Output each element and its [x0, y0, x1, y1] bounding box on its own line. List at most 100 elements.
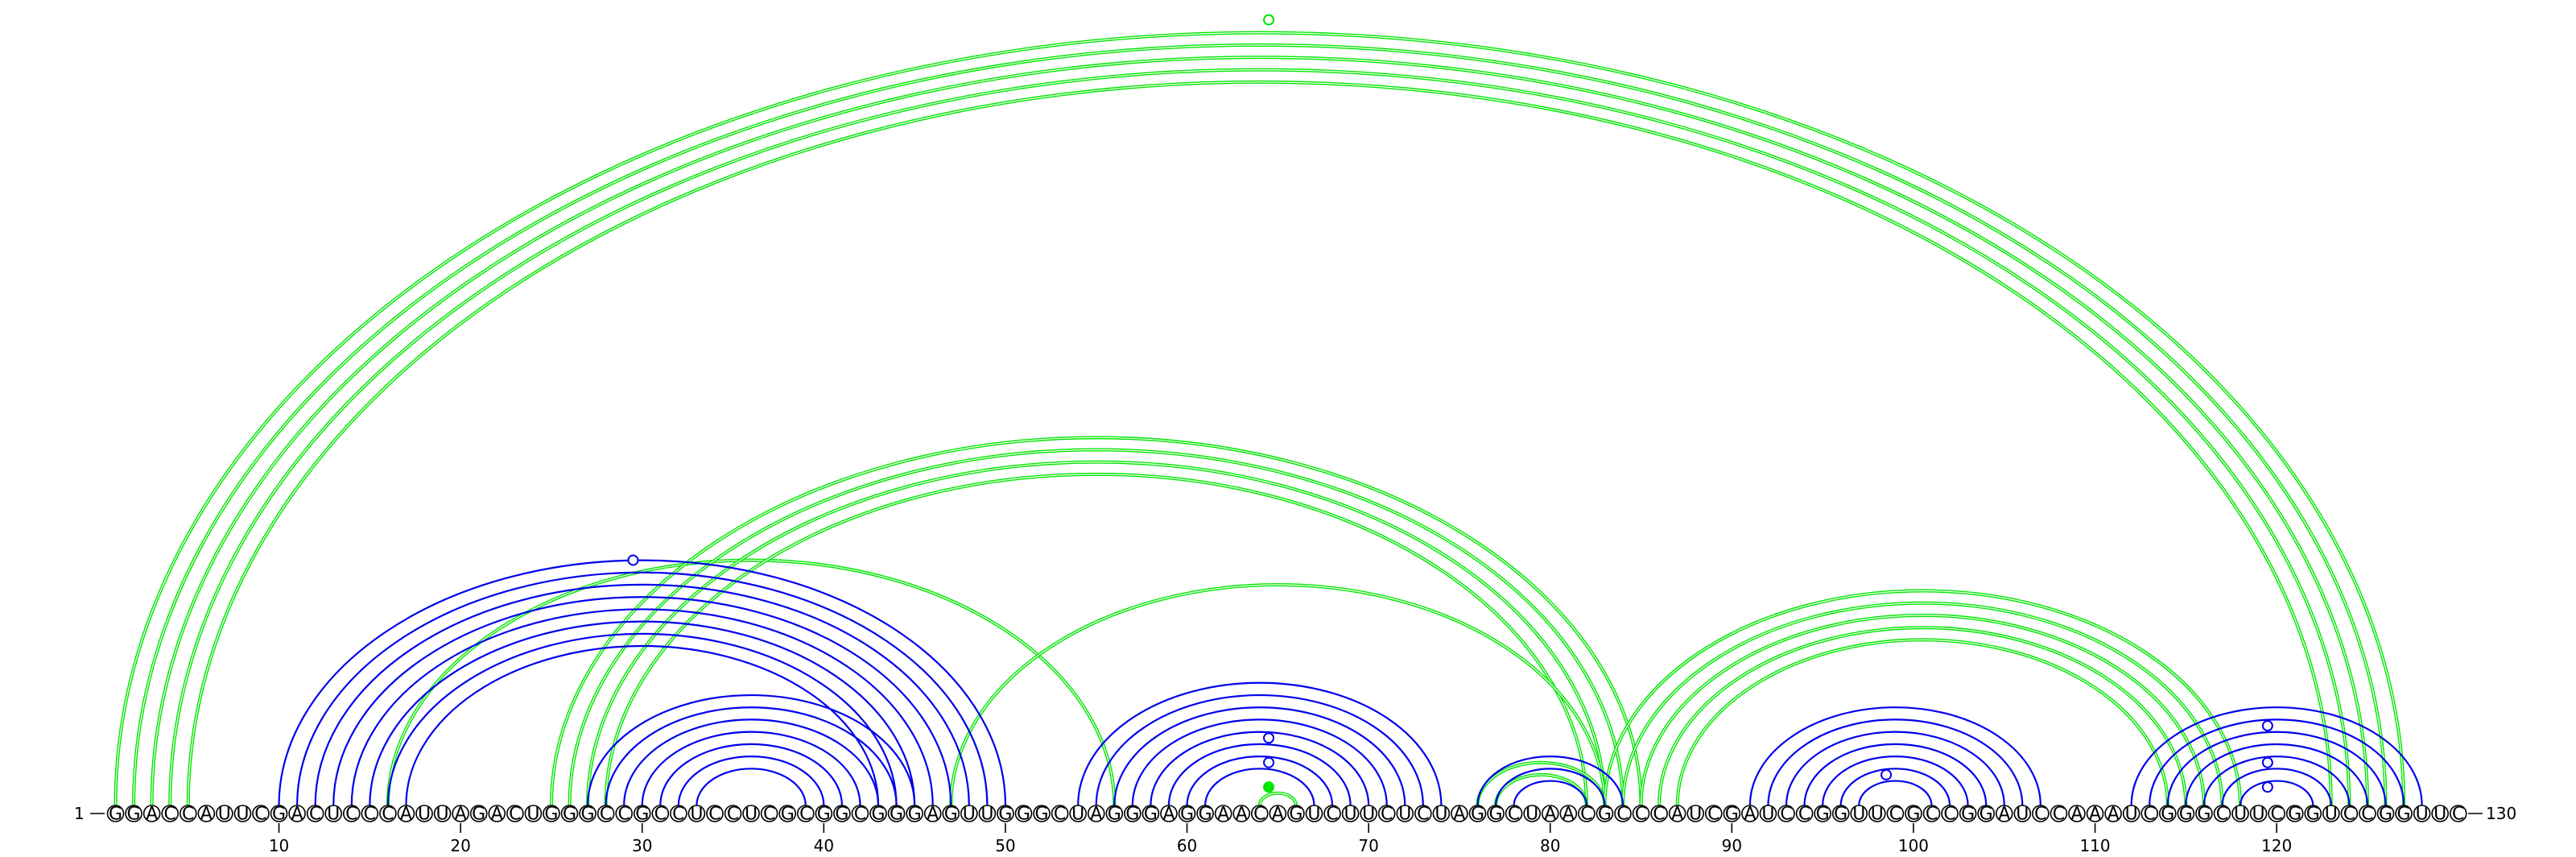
nucleotide-letter: C: [763, 805, 775, 825]
nucleotide-letter: C: [163, 805, 175, 825]
nucleotide-circle: [1341, 805, 1360, 822]
tick-label: 80: [1540, 836, 1560, 855]
sequence-start-label: 1: [74, 804, 85, 823]
blue-helix-arc: [2185, 743, 2369, 806]
nucleotide-letter: A: [1744, 805, 1756, 825]
nucleotide-circle: [1014, 805, 1033, 822]
nucleotide-circle: [1704, 805, 1723, 822]
nucleotide-circle: [651, 805, 670, 822]
nucleotide-circle: [1650, 805, 1668, 822]
nucleotide-circle: [1105, 805, 1124, 822]
nucleotide-letter: G: [1017, 805, 1030, 825]
blue-helix-arc: [350, 608, 934, 806]
blue-helix-arc: [623, 718, 880, 806]
nucleotide-circle: [142, 805, 161, 822]
nucleotide-circle: [306, 805, 324, 822]
nucleotide-letter: C: [1653, 805, 1665, 825]
green-helix-arc: [1657, 626, 2188, 806]
nucleotide: U: [415, 805, 433, 825]
blue-helix-arc: [314, 583, 970, 806]
nucleotide: C: [1922, 805, 1941, 825]
nucleotide: C: [306, 805, 324, 825]
green-helix-arc-core: [1495, 774, 1587, 806]
nucleotide-letter: G: [1489, 805, 1503, 825]
nucleotide: A: [488, 805, 506, 825]
tick-label: 110: [2079, 836, 2110, 855]
nucleotide-letter: C: [509, 805, 521, 825]
blue-pseudoknot-marker: [627, 554, 639, 566]
nucleotide: C: [2340, 805, 2359, 825]
nucleotide-circle: [597, 805, 615, 822]
blue-pseudoknot-marker: [1880, 768, 1893, 780]
nucleotide-circle: [1287, 805, 1305, 822]
nucleotide-letter: C: [1580, 805, 1592, 825]
nucleotide-letter: A: [200, 805, 213, 825]
nucleotide: A: [1451, 805, 1468, 825]
nucleotide-circle: [1578, 805, 1596, 822]
blue-helix-arc: [2221, 768, 2332, 806]
green-helix-arc-core: [1640, 615, 2205, 806]
nucleotide-circle: [560, 805, 579, 822]
green-helix-arc: [1639, 614, 2206, 806]
green-helix-arc-core: [1604, 590, 2241, 806]
nucleotide-letter: U: [218, 805, 231, 825]
green-helix-arc-core: [188, 81, 2332, 806]
nucleotide-circle: [2268, 805, 2285, 822]
nucleotide: C: [2268, 805, 2285, 825]
blue-helix-arc: [1186, 755, 1334, 806]
nucleotide-circle: [1541, 805, 1559, 822]
blue-helix-arc: [1803, 743, 1988, 806]
green-helix-arc: [1620, 601, 2224, 806]
nucleotide-letter: U: [1871, 805, 1884, 825]
blue-helix-arc: [1113, 706, 1406, 806]
tick-label: 50: [995, 836, 1015, 855]
nucleotide-letter: C: [1054, 805, 1066, 825]
nucleotide-letter: C: [1508, 805, 1520, 825]
nucleotide-circle: [1596, 805, 1614, 822]
nucleotide-letter: C: [1943, 805, 1955, 825]
nucleotide-circle: [942, 805, 960, 822]
nucleotide-circle: [1196, 805, 1214, 822]
blue-helix-arc: [1767, 718, 2024, 806]
nucleotide: A: [1559, 805, 1578, 825]
tick-label: 100: [1898, 836, 1929, 855]
blue-pseudoknot-marker: [1263, 732, 1275, 744]
nucleotide-circle: [2322, 805, 2340, 822]
nucleotide: U: [1686, 805, 1705, 825]
nucleotide: G: [1977, 805, 1995, 825]
nucleotide-letter: C: [2034, 805, 2046, 825]
nucleotide-circle: [778, 805, 797, 822]
nucleotide: G: [869, 805, 887, 825]
nucleotide-circle: [125, 805, 142, 822]
nucleotide: C: [2050, 805, 2068, 825]
nucleotide: G: [2177, 805, 2195, 825]
nucleotide-circle: [252, 805, 270, 822]
nucleotide-circle: [1723, 805, 1741, 822]
nucleotide-letter: U: [1307, 805, 1320, 825]
nucleotide: G: [270, 805, 288, 825]
nucleotide-letter: G: [2197, 805, 2211, 825]
nucleotide-letter: C: [2270, 805, 2282, 825]
nucleotide-circle: [1941, 805, 1959, 822]
nucleotide-circle: [1396, 805, 1414, 822]
nucleotide: G: [125, 805, 142, 825]
nucleotide-letter: G: [1035, 805, 1049, 825]
nucleotide-letter: G: [1834, 805, 1847, 825]
nucleotide-circle: [197, 805, 216, 822]
nucleotide: U: [1360, 805, 1377, 825]
nucleotide-letter: U: [2016, 805, 2029, 825]
blue-helix-arc: [1150, 731, 1370, 806]
nucleotide-letter: U: [1071, 805, 1084, 825]
blue-helix-arc: [1131, 718, 1388, 806]
nucleotide-letter: C: [708, 805, 720, 825]
nucleotide: C: [1505, 805, 1523, 825]
nucleotide-letter: G: [2179, 805, 2193, 825]
nucleotide-circle: [1051, 805, 1069, 822]
blue-helix-arc: [1822, 755, 1969, 806]
nucleotide: U: [2322, 805, 2340, 825]
nucleotide-letter: C: [1253, 805, 1265, 825]
nucleotide-circle: [1795, 805, 1814, 822]
green-helix-arc-core: [551, 437, 1642, 806]
nucleotide-circle: [633, 805, 651, 822]
nucleotide: G: [1196, 805, 1214, 825]
